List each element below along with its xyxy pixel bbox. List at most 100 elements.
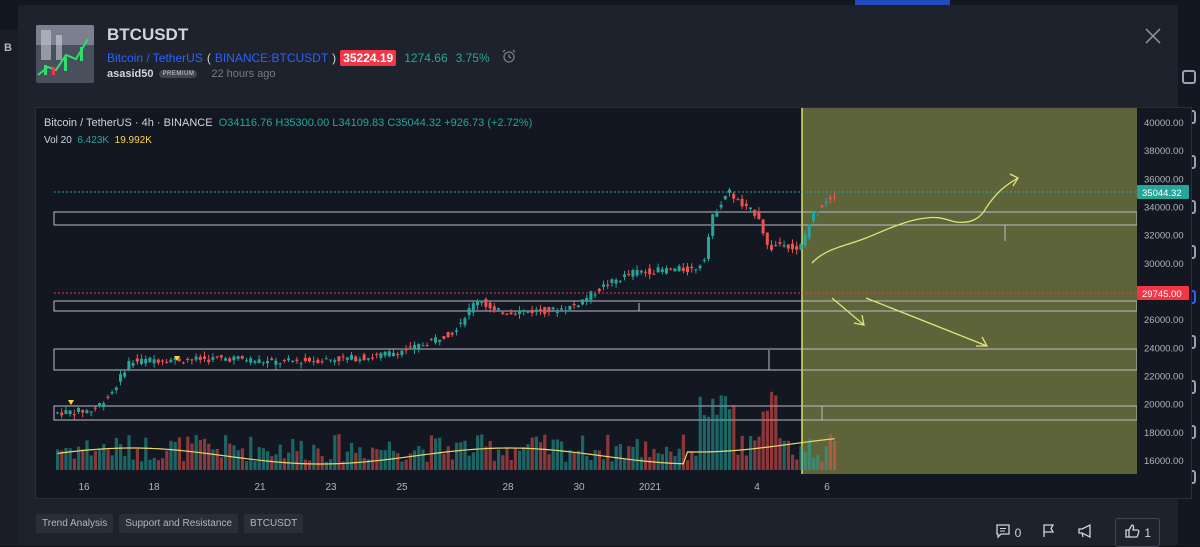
- candle-body: [72, 414, 76, 416]
- volume-bar: [644, 441, 648, 470]
- time-axis-labels: 16 18 21 23 25 28 30 2021 4 6: [78, 482, 830, 493]
- volume-bar: [639, 457, 643, 470]
- candle-body: [551, 307, 555, 310]
- share-button[interactable]: [1077, 523, 1095, 542]
- volume-bar: [547, 454, 551, 470]
- top-header-button[interactable]: [855, 0, 950, 6]
- volume-bar: [816, 455, 820, 470]
- idea-symbol-title[interactable]: BTCUSDT: [107, 25, 189, 44]
- candle-body: [219, 355, 223, 358]
- price-tick-label: 18000.00: [1144, 428, 1184, 439]
- price-tick-label: 20000.00: [1144, 400, 1184, 411]
- candle-body: [492, 306, 496, 310]
- price-tick-label: 26000.00: [1144, 315, 1184, 326]
- volume-bar: [656, 453, 660, 470]
- volume-bar: [770, 391, 774, 470]
- volume-bar: [207, 443, 211, 470]
- toolbar-icon[interactable]: [1182, 70, 1196, 84]
- price-tick-label: 30000.00: [1144, 259, 1184, 270]
- volume-bar: [182, 461, 186, 470]
- candle-body: [123, 372, 127, 377]
- candle-body: [639, 270, 643, 273]
- candle-body: [421, 345, 425, 347]
- vol-ma-value: 19.992K: [114, 135, 152, 146]
- candle-body: [295, 359, 299, 361]
- volume-bar: [257, 446, 261, 470]
- volume-bar: [568, 449, 572, 470]
- volume-bar: [774, 395, 778, 470]
- candle-body: [274, 360, 278, 365]
- megaphone-icon: [1077, 523, 1095, 542]
- pair-name-link[interactable]: Bitcoin / TetherUS: [107, 50, 203, 65]
- candle-body: [652, 273, 656, 275]
- candle-body: [497, 308, 500, 310]
- volume-bar: [442, 453, 446, 470]
- volume-bar: [791, 454, 795, 470]
- time-tick-label: 6: [824, 482, 830, 493]
- volume-bar: [215, 448, 219, 470]
- candle-body: [350, 354, 353, 360]
- alarm-clock-icon[interactable]: [502, 49, 516, 66]
- volume-bar: [799, 445, 803, 470]
- candle-body: [253, 361, 257, 363]
- tag-support-resistance[interactable]: Support and Resistance: [119, 514, 238, 533]
- tag-btcusdt[interactable]: BTCUSDT: [243, 514, 304, 533]
- volume-bar: [467, 455, 471, 470]
- volume-bar: [757, 436, 761, 470]
- price-tick-label: 34000.00: [1144, 203, 1184, 214]
- candle-body: [543, 307, 547, 314]
- candle-body: [64, 410, 68, 414]
- price-chart[interactable]: 40000.00 38000.00 36000.00 34000.00 32000.00…: [36, 108, 1191, 498]
- volume-bar: [824, 446, 828, 470]
- volume-bar: [476, 435, 480, 470]
- idea-actions: 0 1: [995, 518, 1160, 547]
- like-button[interactable]: 1: [1115, 518, 1160, 547]
- volume-bar: [446, 446, 450, 470]
- chart-container[interactable]: 40000.00 38000.00 36000.00 34000.00 32000.00…: [35, 107, 1192, 499]
- volume-bar: [488, 440, 492, 470]
- candle-body: [610, 279, 614, 284]
- report-button[interactable]: [1041, 523, 1057, 542]
- volume-bar: [610, 461, 614, 470]
- likes-count: 1: [1144, 525, 1151, 540]
- premium-badge: PREMIUM: [159, 70, 198, 78]
- candle-body: [728, 189, 731, 193]
- forecast-zone: [802, 108, 1137, 474]
- volume-bar: [219, 457, 223, 470]
- candle-body: [761, 219, 765, 234]
- candle-body: [656, 267, 660, 273]
- candle-body: [320, 361, 324, 363]
- volume-bar: [501, 455, 505, 470]
- time-tick-label: 4: [754, 482, 760, 493]
- volume-bar: [72, 458, 76, 470]
- volume-bar: [702, 415, 706, 470]
- candle-body: [379, 353, 383, 358]
- volume-bar: [497, 449, 501, 470]
- candle-body: [749, 207, 752, 209]
- volume-bar: [345, 451, 349, 470]
- candle-body: [719, 204, 723, 208]
- zone-markers: [638, 225, 1006, 420]
- vol-value: 6.423K: [77, 135, 110, 146]
- candle-body: [677, 266, 681, 272]
- close-icon[interactable]: [1142, 25, 1164, 47]
- volume-bar: [530, 437, 534, 470]
- candle-body: [816, 211, 820, 213]
- candle-body: [89, 411, 93, 413]
- candle-body: [287, 358, 290, 361]
- author-name[interactable]: asasid50: [107, 68, 154, 80]
- time-axis[interactable]: [36, 474, 1137, 498]
- candle-body: [173, 357, 177, 360]
- legend-pair: Bitcoin / TetherUS: [44, 117, 132, 129]
- candle-body: [354, 356, 358, 362]
- volume-bar: [261, 448, 265, 470]
- candle-body: [81, 410, 85, 413]
- volume-bar: [408, 453, 412, 470]
- exchange-ticker-link[interactable]: BINANCE:BTCUSDT: [214, 50, 329, 65]
- volume-bar: [148, 459, 152, 470]
- volume-bar: [64, 448, 68, 470]
- idea-thumbnail[interactable]: [36, 25, 94, 83]
- candle-body: [736, 199, 740, 201]
- tag-trend-analysis[interactable]: Trend Analysis: [36, 514, 114, 533]
- comments-button[interactable]: 0: [995, 523, 1021, 542]
